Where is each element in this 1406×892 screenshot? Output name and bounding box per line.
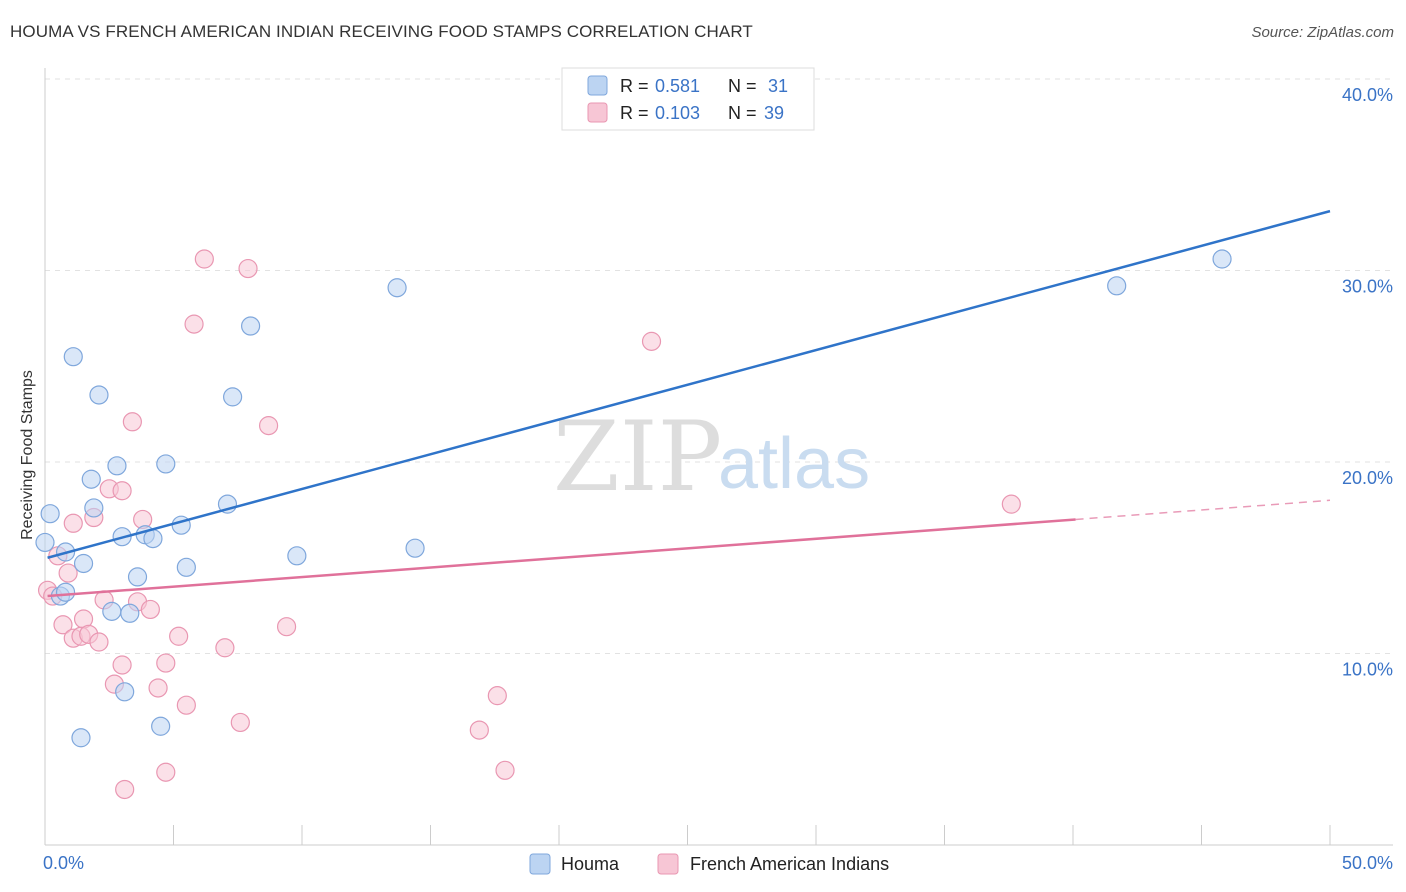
houma-point: [156, 454, 176, 474]
french-american-indians-point: [63, 513, 83, 533]
french-trend-line: [47, 518, 1076, 598]
french-american-indians-point: [238, 258, 258, 279]
french-american-indians-point: [495, 760, 515, 780]
french-american-indians-point: [194, 249, 214, 269]
french-american-indians-point: [148, 678, 168, 698]
french-american-indians-point: [469, 720, 489, 740]
grid-lines: [45, 78, 1393, 654]
french-american-indians-point: [641, 331, 662, 351]
houma-point: [63, 347, 83, 367]
french-american-indians-point: [122, 412, 142, 432]
houma-point: [115, 682, 135, 702]
french-american-indians-point: [58, 563, 78, 583]
houma-point: [223, 387, 243, 407]
axes: [44, 68, 1393, 846]
houma-point: [143, 528, 163, 549]
french-american-indians-point: [487, 686, 507, 706]
watermark-zip: ZIP: [553, 401, 722, 513]
legend-houma-n-value: 31: [768, 76, 788, 96]
french-american-indians-point: [258, 416, 279, 436]
legend-bottom-french-label: French American Indians: [690, 854, 889, 874]
houma-point: [81, 469, 101, 489]
french-american-indians-point: [156, 762, 176, 782]
houma-point: [1107, 276, 1127, 296]
watermark: ZIP atlas: [553, 401, 870, 513]
legend-french-n-value: 39: [764, 103, 784, 123]
houma-point: [73, 553, 94, 574]
y-tick-label-10: 10.0%: [1342, 660, 1393, 680]
houma-point: [176, 557, 196, 577]
y-tick-labels: 10.0% 20.0% 30.0% 40.0%: [1342, 85, 1393, 680]
houma-point: [151, 716, 171, 736]
houma-point: [40, 504, 60, 524]
legend-french-swatch: [587, 102, 608, 123]
french-american-indians-point: [53, 615, 73, 635]
legend-houma-r-value: 0.581: [655, 76, 700, 96]
chart-title: HOUMA VS FRENCH AMERICAN INDIAN RECEIVIN…: [10, 22, 753, 41]
french-american-indians-point: [169, 626, 189, 646]
x-tick-label-max: 50.0%: [1342, 853, 1393, 873]
houma-point: [35, 532, 55, 553]
legend-bottom-french-swatch: [657, 853, 679, 875]
houma-point: [127, 567, 148, 587]
french-american-indians-point: [112, 481, 132, 501]
french-american-indians-point: [140, 599, 160, 620]
legend-houma-swatch: [587, 75, 608, 96]
source-label: Source: ZipAtlas.com: [1251, 24, 1394, 41]
series-houma-points: [35, 249, 1232, 748]
french-american-indians-point: [115, 779, 135, 800]
y-tick-label-40: 40.0%: [1342, 85, 1393, 105]
legend-bottom-houma-label: Houma: [561, 854, 620, 874]
legend-bottom: Houma French American Indians: [529, 853, 889, 875]
french-trend-line-extension: [1075, 499, 1331, 521]
legend-top: R = 0.581 N = 31 R = 0.103 N = 39: [561, 67, 815, 131]
legend-french-r-value: 0.103: [655, 103, 700, 123]
french-american-indians-point: [112, 655, 132, 675]
french-american-indians-point: [215, 638, 235, 658]
french-american-indians-point: [184, 314, 204, 334]
x-tick-label-min: 0.0%: [43, 853, 84, 873]
trend-lines: [47, 209, 1331, 598]
houma-point: [1212, 249, 1232, 269]
y-tick-label-30: 30.0%: [1342, 277, 1393, 297]
french-american-indians-point: [230, 712, 250, 733]
french-american-indians-point: [176, 695, 196, 715]
y-axis-title: Receiving Food Stamps: [19, 370, 36, 540]
legend-houma-r-label: R =: [620, 76, 649, 96]
legend-bottom-houma-swatch: [529, 853, 551, 875]
french-american-indians-point: [89, 632, 109, 652]
french-american-indians-point: [276, 617, 297, 637]
houma-point: [287, 546, 307, 566]
legend-french-r-label: R =: [620, 103, 649, 123]
houma-point: [89, 385, 109, 405]
french-american-indians-point: [156, 653, 176, 673]
houma-point: [55, 582, 76, 602]
y-tick-label-20: 20.0%: [1342, 468, 1393, 488]
houma-point: [241, 316, 261, 336]
legend-houma-n-label: N =: [728, 76, 757, 96]
houma-point: [71, 728, 91, 748]
legend-french-n-label: N =: [728, 103, 757, 123]
houma-point: [405, 538, 425, 558]
houma-trend-line: [47, 209, 1331, 559]
houma-point: [102, 601, 122, 621]
houma-point: [120, 603, 140, 623]
houma-point: [84, 498, 104, 518]
watermark-atlas: atlas: [718, 424, 870, 504]
houma-point: [387, 278, 407, 298]
houma-point: [107, 456, 127, 476]
french-american-indians-point: [1001, 494, 1021, 514]
